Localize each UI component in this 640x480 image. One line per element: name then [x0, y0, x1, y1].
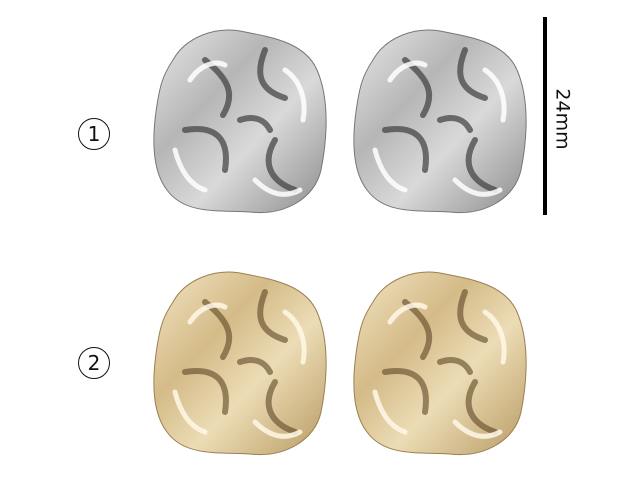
earring-silver-right — [345, 20, 535, 224]
row-label-1: 1 — [78, 118, 110, 150]
scale-bar — [543, 17, 547, 215]
scale-label-text: 24mm — [552, 88, 575, 150]
row-label-2: 2 — [78, 347, 110, 379]
row-label-2-text: 2 — [87, 351, 101, 375]
earring-gold-right — [345, 262, 535, 466]
earring-silver-left — [145, 20, 335, 224]
scale-label: 24mm — [552, 84, 574, 154]
earring-gold-left — [145, 262, 335, 466]
row-label-1-text: 1 — [87, 122, 101, 146]
